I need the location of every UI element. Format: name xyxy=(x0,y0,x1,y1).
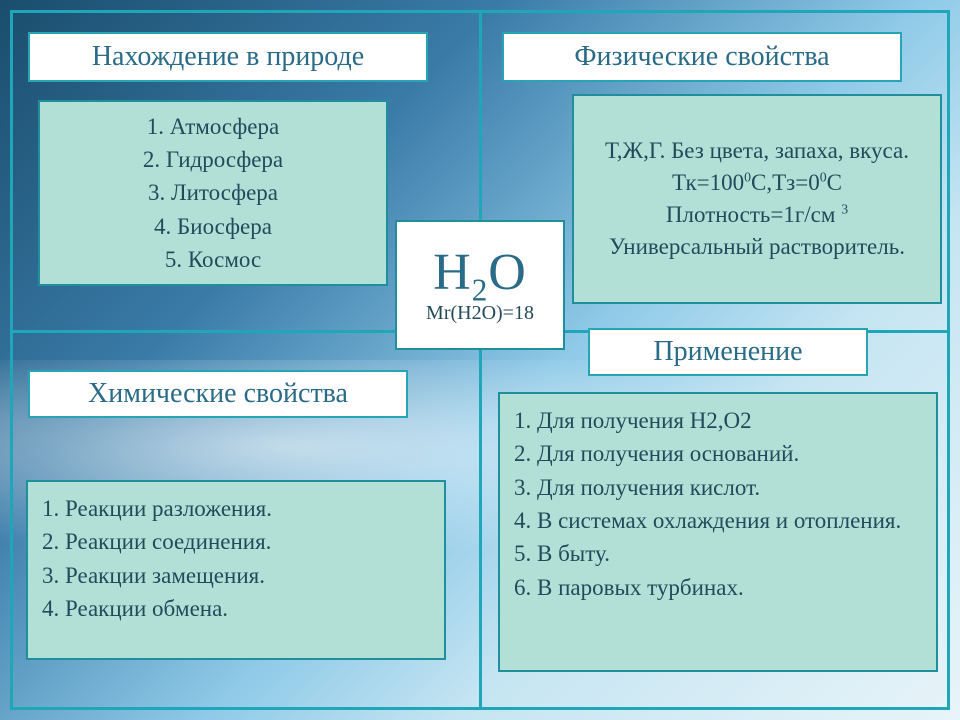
panel-br-content: 1. Для получения H2,O22. Для получения о… xyxy=(498,392,938,672)
center-formula-box: H2O Mr(H2O)=18 xyxy=(395,220,565,350)
divider-vertical xyxy=(479,10,482,710)
panel-tr-title: Физические свойства xyxy=(502,32,902,82)
panel-tl-content: 1. Атмосфера2. Гидросфера3. Литосфера4. … xyxy=(38,100,388,286)
panel-bl-content: 1. Реакции разложения.2. Реакции соедине… xyxy=(26,480,446,660)
panel-tr-body: Т,Ж,Г. Без цвета, запаха, вкуса.Тк=1000С… xyxy=(588,135,926,264)
panel-bl-title: Химические свойства xyxy=(28,370,408,418)
panel-tl-title: Нахождение в природе xyxy=(28,32,428,82)
panel-tl-list: 1. Атмосфера2. Гидросфера3. Литосфера4. … xyxy=(54,110,372,277)
panel-br-title: Применение xyxy=(588,328,868,376)
panel-bl-list: 1. Реакции разложения.2. Реакции соедине… xyxy=(42,492,430,625)
center-formula: H2O xyxy=(433,243,527,302)
panel-tl-title-text: Нахождение в природе xyxy=(92,41,364,73)
panel-tr-content: Т,Ж,Г. Без цвета, запаха, вкуса.Тк=1000С… xyxy=(572,94,942,304)
panel-tr-title-text: Физические свойства xyxy=(574,41,829,73)
panel-br-title-text: Применение xyxy=(653,336,802,368)
panel-br-list: 1. Для получения H2,O22. Для получения о… xyxy=(514,404,922,604)
panel-bl-title-text: Химические свойства xyxy=(88,378,348,410)
center-subtext: Mr(H2O)=18 xyxy=(426,302,534,325)
